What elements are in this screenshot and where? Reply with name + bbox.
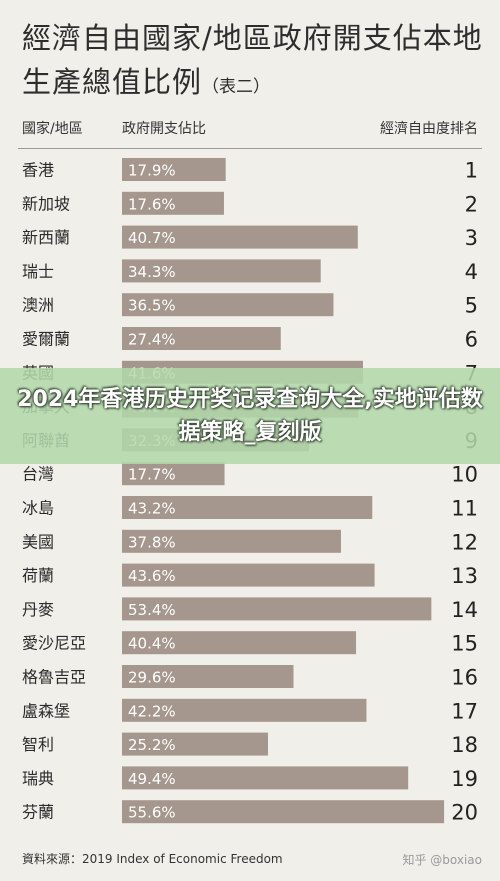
rank-label: 13 xyxy=(451,564,478,588)
category-label: 香港 xyxy=(22,161,54,180)
bar xyxy=(122,732,268,756)
category-label: 芬蘭 xyxy=(22,803,54,822)
rank-label: 2 xyxy=(465,192,478,216)
bar-value-label: 43.6% xyxy=(128,567,176,585)
bar xyxy=(122,259,321,283)
bar xyxy=(122,698,367,722)
bar-value-label: 37.8% xyxy=(128,533,176,551)
bar-value-label: 40.7% xyxy=(128,229,176,247)
rank-label: 12 xyxy=(451,530,478,554)
bar xyxy=(122,496,373,519)
overlay-banner: 2024年香港历史开奖记录查询大全,实地评估数据策略_复刻版 xyxy=(0,368,500,464)
header-ratio: 政府開支佔比 xyxy=(122,121,206,137)
bar-value-label: 17.7% xyxy=(128,466,176,484)
bar xyxy=(122,766,409,790)
bar-value-label: 55.6% xyxy=(128,804,176,822)
rank-label: 15 xyxy=(451,632,478,656)
rank-label: 18 xyxy=(451,733,478,757)
bar-value-label: 27.4% xyxy=(128,331,176,349)
bar-value-label: 40.4% xyxy=(128,635,176,653)
bar xyxy=(122,529,341,553)
rank-label: 4 xyxy=(465,260,478,284)
bar xyxy=(122,462,225,486)
bar-chart: 香港 17.9% 1 新加坡 17.6% 2 新西蘭 40.7% 3 瑞士 34.3% 4 澳洲 36.5… xyxy=(22,158,478,825)
rank-label: 20 xyxy=(451,801,478,825)
category-label: 荷蘭 xyxy=(22,566,54,585)
overlay-text: 2024年香港历史开奖记录查询大全,实地评估数据策略_复刻版 xyxy=(17,387,483,445)
bar xyxy=(122,563,375,587)
bar xyxy=(122,631,357,655)
header-country: 國家/地區 xyxy=(22,121,83,137)
chart-title-line2: 生產總值比例 xyxy=(22,65,203,99)
category-label: 智利 xyxy=(22,735,54,754)
category-label: 格魯吉亞 xyxy=(22,668,86,687)
bar xyxy=(122,225,358,249)
rank-label: 14 xyxy=(451,598,478,622)
category-label: 瑞典 xyxy=(22,769,54,788)
header-rank: 經濟自由度排名 xyxy=(380,121,478,137)
bar-value-label: 17.6% xyxy=(128,195,176,213)
bar-value-label: 43.2% xyxy=(128,500,176,518)
category-label: 新加坡 xyxy=(22,194,70,213)
category-label: 愛沙尼亞 xyxy=(22,634,86,653)
chart-title: 經濟自由國家/地區政府開支佔本地 生產總值比例（表二） xyxy=(22,16,492,109)
rank-label: 16 xyxy=(451,666,478,690)
rank-label: 11 xyxy=(451,497,478,521)
source-note: 資料來源：2019 Index of Economic Freedom xyxy=(22,852,283,866)
category-label: 愛爾蘭 xyxy=(22,330,70,349)
rank-label: 19 xyxy=(451,767,478,791)
category-label: 冰島 xyxy=(22,499,54,518)
header-divider xyxy=(18,148,482,149)
bar xyxy=(122,158,226,181)
bar-value-label: 49.4% xyxy=(128,770,176,788)
category-label: 新西蘭 xyxy=(22,228,70,247)
chart-title-note: （表二） xyxy=(202,77,271,97)
rank-label: 17 xyxy=(451,699,478,723)
rank-label: 5 xyxy=(465,294,478,318)
bar xyxy=(122,293,334,317)
rank-label: 6 xyxy=(465,328,478,352)
category-label: 瑞士 xyxy=(22,262,54,281)
category-label: 美國 xyxy=(22,532,54,551)
category-label: 盧森堡 xyxy=(22,701,70,720)
bar-value-label: 36.5% xyxy=(128,297,176,315)
category-label: 澳洲 xyxy=(22,296,54,315)
bar-value-label: 53.4% xyxy=(128,601,176,619)
bar-value-label: 25.2% xyxy=(128,736,176,754)
rank-label: 1 xyxy=(465,159,478,183)
bar-value-label: 34.3% xyxy=(128,263,176,281)
bar-value-label: 29.6% xyxy=(128,669,176,687)
bar xyxy=(122,191,224,215)
bar xyxy=(122,597,432,621)
column-headers: 國家/地區 政府開支佔比 經濟自由度排名 xyxy=(0,118,500,140)
category-label: 丹麥 xyxy=(22,600,54,619)
rank-label: 10 xyxy=(451,463,478,487)
bar-value-label: 42.2% xyxy=(128,702,176,720)
bar-value-label: 17.9% xyxy=(128,162,176,180)
chart-title-line1: 經濟自由國家/地區政府開支佔本地 xyxy=(22,21,483,55)
watermark: 知乎 @boxiao xyxy=(402,853,482,867)
bar xyxy=(122,327,281,350)
category-label: 台灣 xyxy=(22,465,54,484)
bar xyxy=(122,800,445,824)
rank-label: 3 xyxy=(465,226,478,250)
bar xyxy=(122,665,294,688)
